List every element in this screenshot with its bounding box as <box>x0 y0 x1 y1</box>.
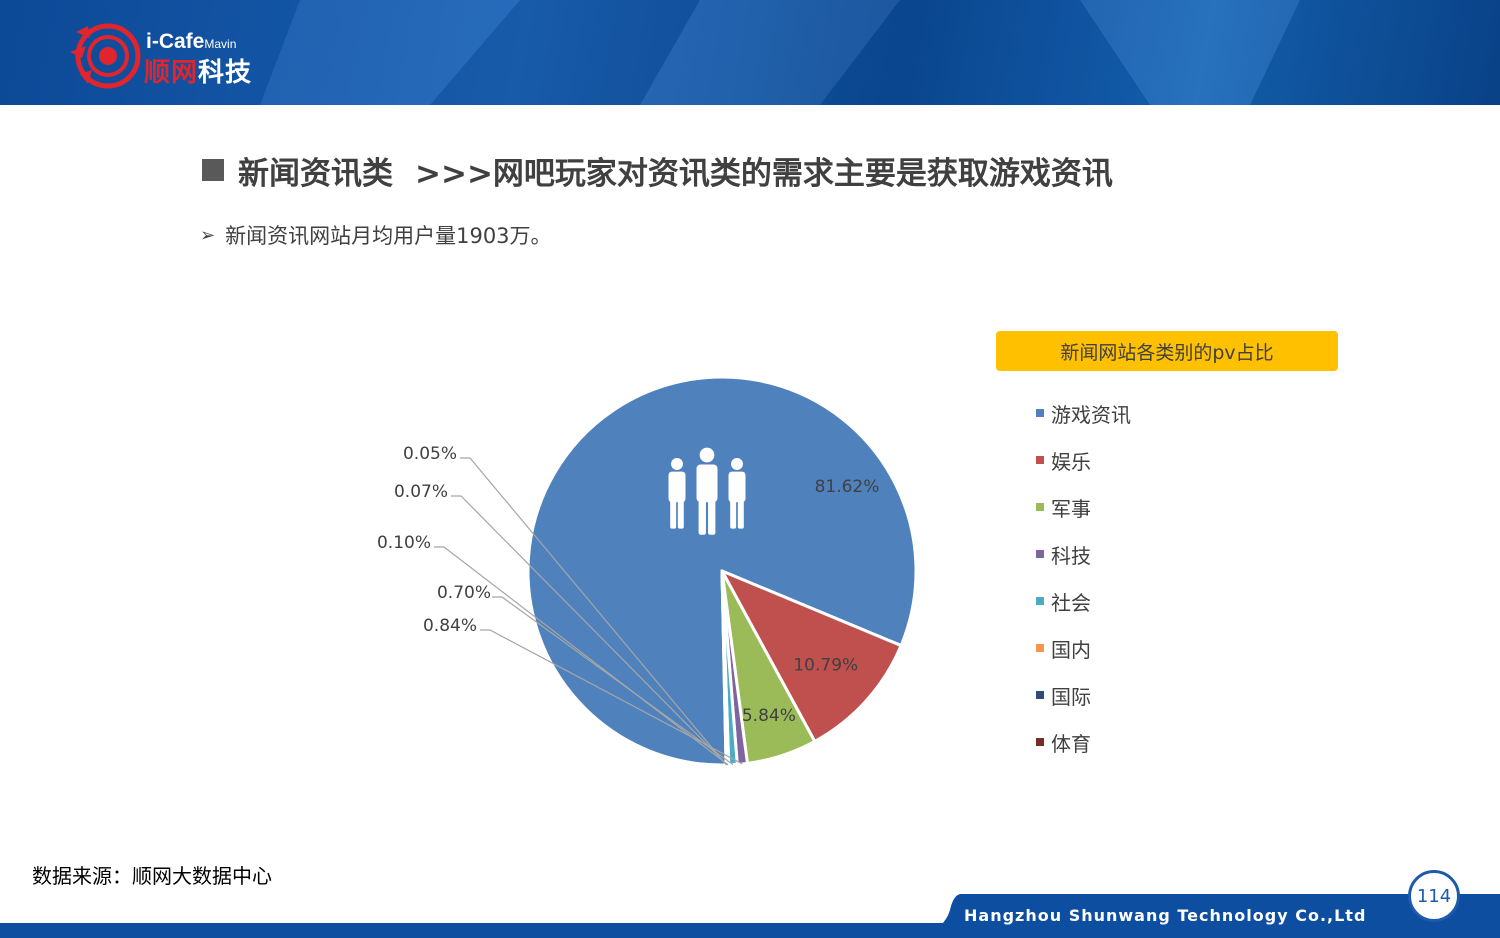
data-label-1: 81.62% <box>815 477 880 497</box>
data-label-5: 0.70% <box>437 583 491 603</box>
data-label-7: 0.07% <box>394 482 448 502</box>
bullet-point: ➢ 新闻资讯网站月均用户量1903万。 <box>200 220 552 250</box>
legend-label: 科技 <box>1051 543 1091 568</box>
legend-swatch <box>1036 644 1044 652</box>
leader-line-5 <box>492 596 734 766</box>
legend-label: 社会 <box>1051 590 1091 615</box>
chart-title: 新闻网站各类别的pv占比 <box>996 331 1338 371</box>
bullet-text: 新闻资讯网站月均用户量1903万。 <box>225 224 552 248</box>
legend-item: 国内 <box>1036 631 1091 665</box>
logo-target-icon <box>70 23 141 89</box>
page-number-badge: 114 <box>1408 870 1460 922</box>
slide-title-text: 新闻资讯类 >>>网吧玩家对资讯类的需求主要是获取游戏资讯 <box>238 148 1113 193</box>
legend-label: 体育 <box>1051 731 1091 756</box>
footer-band <box>0 894 1500 938</box>
header-facet-pattern <box>0 0 1500 105</box>
legend-item: 国际 <box>1036 678 1091 712</box>
brand-en-text: i-CafeMavin <box>146 30 237 53</box>
title-square-icon <box>202 159 224 181</box>
data-label-2: 10.79% <box>793 656 858 676</box>
data-label-8: 0.05% <box>403 444 457 464</box>
legend-item: 体育 <box>1036 725 1091 759</box>
legend-item: 娱乐 <box>1036 443 1091 477</box>
slide-title: 新闻资讯类 >>>网吧玩家对资讯类的需求主要是获取游戏资讯 <box>202 148 1113 192</box>
people-group-icon <box>668 447 746 535</box>
leader-line-4 <box>480 629 743 765</box>
legend-item: 科技 <box>1036 537 1091 571</box>
brand-logo: i-CafeMavin 顺网科技 <box>62 12 292 94</box>
title-main: >>>网吧玩家对资讯类的需求主要是获取游戏资讯 <box>415 155 1113 192</box>
bullet-arrow-icon: ➢ <box>200 224 216 246</box>
legend-label: 军事 <box>1051 496 1091 521</box>
legend-swatch <box>1036 503 1044 511</box>
data-source-note: 数据来源：顺网大数据中心 <box>32 864 272 888</box>
legend-label: 国际 <box>1051 684 1091 709</box>
legend-swatch <box>1036 456 1044 464</box>
legend-swatch <box>1036 691 1044 699</box>
leader-line-7 <box>451 495 728 766</box>
legend-swatch <box>1036 409 1044 417</box>
legend-swatch <box>1036 550 1044 558</box>
legend-item: 游戏资讯 <box>1036 396 1131 430</box>
title-prefix: 新闻资讯类 <box>238 155 393 192</box>
header-band: i-CafeMavin 顺网科技 <box>0 0 1500 105</box>
legend-label: 游戏资讯 <box>1051 402 1131 427</box>
legend-item: 社会 <box>1036 584 1091 618</box>
legend-item: 军事 <box>1036 490 1091 524</box>
leader-line-6 <box>434 546 729 766</box>
data-label-3: 5.84% <box>742 706 796 726</box>
footer-company: Hangzhou Shunwang Technology Co.,Ltd <box>964 906 1367 925</box>
legend-label: 国内 <box>1051 637 1091 662</box>
data-label-4: 0.84% <box>423 616 477 636</box>
legend-swatch <box>1036 597 1044 605</box>
leader-line-8 <box>460 457 727 766</box>
legend-swatch <box>1036 738 1044 746</box>
pie-slice-2 <box>720 569 903 743</box>
data-label-6: 0.10% <box>377 533 431 553</box>
legend-label: 娱乐 <box>1051 449 1091 474</box>
brand-cn-text: 顺网科技 <box>144 58 253 88</box>
